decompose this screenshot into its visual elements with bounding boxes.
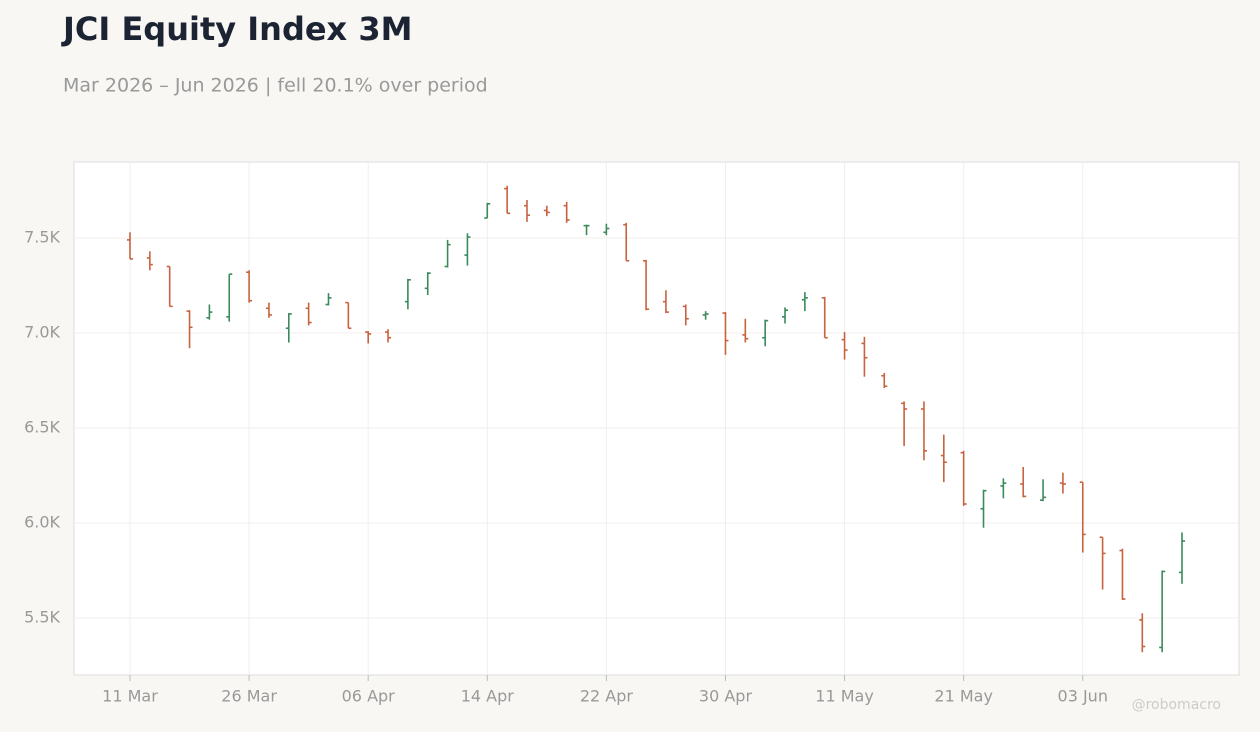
x-tick-label: 21 May (934, 687, 993, 706)
x-tick-label: 22 Apr (580, 687, 634, 706)
y-tick-label: 7.5K (24, 228, 60, 247)
x-tick-label: 11 Mar (102, 687, 158, 706)
y-tick-label: 7.0K (24, 323, 60, 342)
x-tick-label: 11 May (815, 687, 874, 706)
watermark: @robomacro (1132, 697, 1221, 713)
y-tick-label: 6.0K (24, 513, 60, 532)
x-tick-label: 06 Apr (342, 687, 396, 706)
y-tick-label: 5.5K (24, 608, 60, 627)
x-tick-label: 03 Jun (1058, 687, 1108, 706)
chart-title: JCI Equity Index 3M (61, 10, 412, 48)
y-tick-label: 6.5K (24, 418, 60, 437)
x-tick-label: 14 Apr (461, 687, 515, 706)
x-tick-label: 26 Mar (221, 687, 277, 706)
plot-area (73, 161, 1240, 676)
chart-subtitle: Mar 2026 – Jun 2026 | fell 20.1% over pe… (63, 75, 488, 97)
x-tick-label: 30 Apr (699, 687, 753, 706)
